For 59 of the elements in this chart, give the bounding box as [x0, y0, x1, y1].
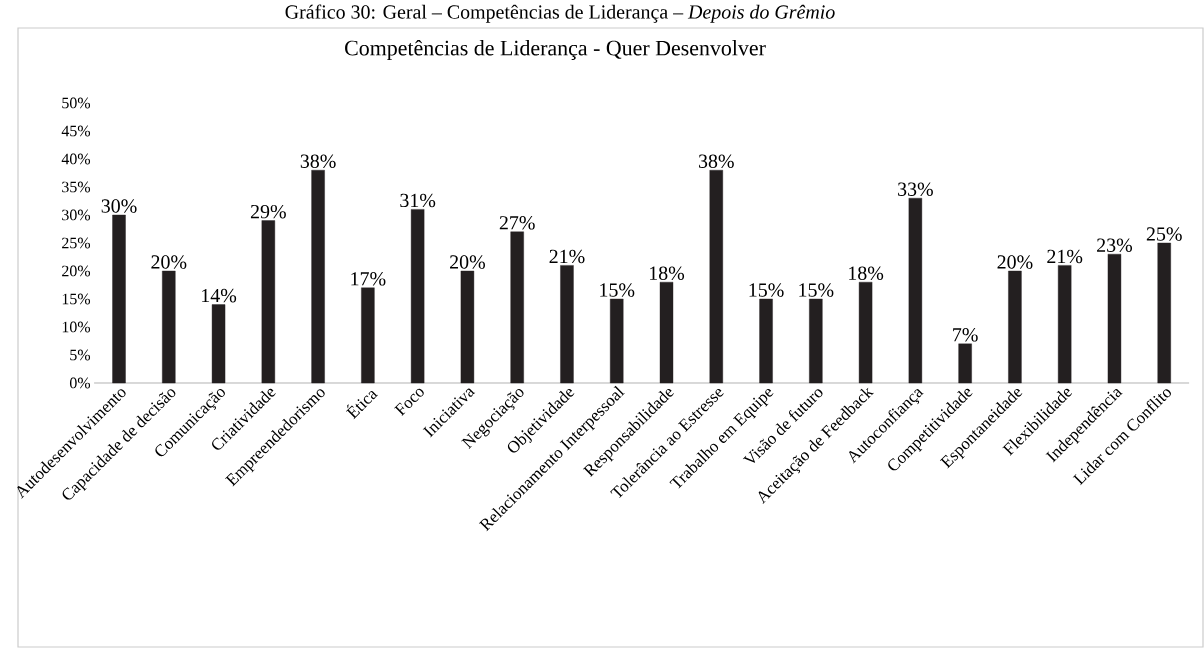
- data-label: 20%: [450, 255, 485, 269]
- x-tick-label: Foco: [394, 388, 424, 417]
- data-label: 7%: [953, 328, 978, 342]
- bar: [858, 281, 873, 384]
- y-tick-label: 20%: [62, 265, 91, 277]
- data-label: 15%: [749, 283, 784, 297]
- chart-title: Competências de Liderança - Quer Desenvolver: [345, 40, 766, 60]
- y-tick-label: 50%: [62, 97, 91, 109]
- data-label: 18%: [849, 266, 884, 280]
- y-tick-label: 5%: [70, 349, 91, 361]
- data-label: 38%: [698, 154, 734, 168]
- bar: [510, 231, 524, 384]
- data-label: 31%: [400, 193, 436, 208]
- data-label: 29%: [250, 204, 286, 219]
- bar: [460, 270, 475, 384]
- text: Gráfico 30: Geral – Competências de Liderança – Depois do Grêmio: [285, 4, 835, 23]
- bar: [1157, 242, 1171, 384]
- y-tick-label: 45%: [61, 125, 91, 137]
- data-label: 20%: [997, 255, 1033, 269]
- bar: [759, 298, 773, 384]
- data-label: 33%: [898, 182, 933, 196]
- data-label: 27%: [499, 216, 535, 230]
- data-label: 25%: [1146, 227, 1182, 241]
- bar: [112, 214, 126, 384]
- data-label: 15%: [600, 283, 635, 297]
- y-tick-label: 10%: [62, 321, 91, 333]
- data-label: 20%: [151, 255, 187, 269]
- bar: [610, 298, 624, 384]
- data-label: 17%: [351, 272, 386, 286]
- data-label: 15%: [799, 283, 834, 297]
- bar: [709, 169, 723, 384]
- bar: [1057, 265, 1072, 384]
- bar: [1008, 270, 1022, 384]
- y-tick-label: 25%: [62, 237, 91, 249]
- bar: [809, 298, 823, 384]
- bar: [162, 270, 176, 384]
- bar: [958, 343, 972, 384]
- bar: [1107, 253, 1122, 384]
- data-label: 23%: [1097, 238, 1133, 252]
- y-tick-label: 15%: [62, 293, 91, 305]
- bar: [410, 209, 425, 384]
- data-label: 30%: [101, 199, 137, 213]
- data-label: 18%: [649, 266, 685, 280]
- bar: [560, 265, 574, 384]
- bar: [659, 281, 674, 384]
- bar: [261, 220, 276, 384]
- bar: [361, 287, 375, 384]
- data-label: 21%: [549, 249, 585, 264]
- y-tick-label: 30%: [62, 209, 91, 221]
- y-tick-label: 35%: [62, 181, 91, 193]
- bar: [908, 197, 923, 384]
- data-label: 38%: [300, 154, 336, 168]
- y-tick-label: 0%: [69, 377, 91, 389]
- bar: [311, 169, 325, 384]
- data-label: 21%: [1047, 249, 1083, 264]
- bar: [211, 304, 226, 384]
- x-tick-label: Ética: [346, 390, 378, 420]
- y-tick-label: 40%: [61, 153, 91, 165]
- data-label: 14%: [202, 288, 237, 303]
